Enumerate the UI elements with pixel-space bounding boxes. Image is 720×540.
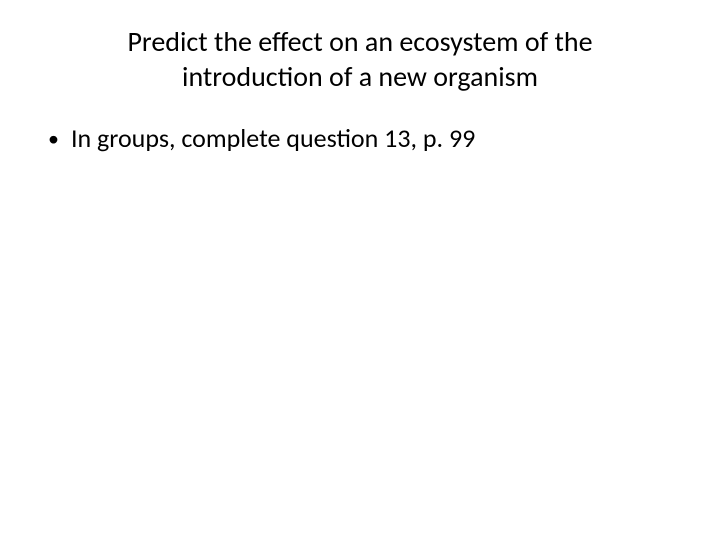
bullet-text: In groups, complete question 13, p. 99 bbox=[71, 122, 475, 156]
list-item: • In groups, complete question 13, p. 99 bbox=[46, 122, 680, 156]
slide: Predict the effect on an ecosystem of th… bbox=[0, 0, 720, 540]
slide-title: Predict the effect on an ecosystem of th… bbox=[80, 24, 640, 94]
bullet-icon: • bbox=[46, 122, 59, 155]
slide-body: • In groups, complete question 13, p. 99 bbox=[40, 122, 680, 156]
